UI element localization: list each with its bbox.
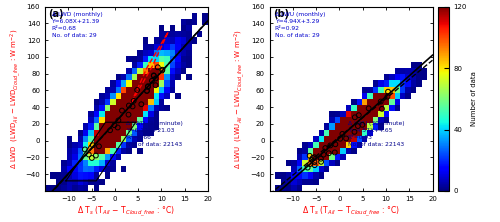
Point xyxy=(92,154,100,157)
Point xyxy=(130,99,138,103)
Point xyxy=(322,146,330,150)
Point xyxy=(118,109,126,112)
Point xyxy=(306,154,314,158)
Point xyxy=(133,88,141,92)
Point xyxy=(88,156,96,160)
Point xyxy=(378,107,386,111)
Point xyxy=(95,145,103,148)
Point xyxy=(143,89,151,93)
Point xyxy=(304,166,312,169)
Point xyxy=(158,69,166,72)
Point xyxy=(150,73,158,77)
Point xyxy=(384,95,392,98)
Y-axis label: $\Delta$ LWU  (LWU$_{All}$ $-$ LWU$_{Cloud\_free}$ : W m$^{-2}$): $\Delta$ LWU (LWU$_{All}$ $-$ LWU$_{Clou… xyxy=(233,29,248,168)
Point xyxy=(332,143,340,146)
Text: (a): (a) xyxy=(48,8,64,18)
Point xyxy=(309,156,317,160)
Point xyxy=(342,137,350,140)
Point xyxy=(128,105,136,108)
Text: (b): (b) xyxy=(273,8,289,18)
Point xyxy=(310,160,318,164)
Point xyxy=(114,119,122,122)
Point xyxy=(320,153,328,157)
Point xyxy=(158,68,166,71)
Point xyxy=(81,148,89,151)
Point xyxy=(355,113,363,117)
Point xyxy=(306,162,314,166)
Y-axis label: $\Delta$ LWD  (LWD$_{All}$ $-$ LWD$_{Cloud\_free}$ : W m$^{-2}$): $\Delta$ LWD (LWD$_{All}$ $-$ LWD$_{Clou… xyxy=(8,29,22,169)
Point xyxy=(325,151,333,155)
Point xyxy=(336,137,344,141)
Point xyxy=(376,100,384,103)
Y-axis label: Number of data: Number of data xyxy=(471,71,477,126)
Point xyxy=(351,115,359,119)
Point xyxy=(89,143,97,147)
Point xyxy=(148,79,156,83)
Text: Δ LWD (monthly)
Y=6.08X+21.39
R²=0.68
No. of data: 29: Δ LWD (monthly) Y=6.08X+21.39 R²=0.68 No… xyxy=(52,12,102,38)
Point xyxy=(310,163,318,167)
Point xyxy=(143,89,151,92)
Point xyxy=(317,157,325,161)
Point xyxy=(124,113,132,116)
Point xyxy=(152,77,160,80)
Text: Δ LWD (30-minute)
Y=6.12X+21.03
R²=0.66
No. of data: 22143: Δ LWD (30-minute) Y=6.12X+21.03 R²=0.66 … xyxy=(126,121,184,147)
Point xyxy=(358,123,366,127)
Point xyxy=(364,107,372,110)
Point xyxy=(338,132,346,136)
Point xyxy=(138,103,145,106)
Text: Δ LWU (monthly)
Y=4.94X+3.29
R²=0.92
No. of data: 29: Δ LWU (monthly) Y=4.94X+3.29 R²=0.92 No.… xyxy=(274,12,325,38)
Point xyxy=(144,85,152,89)
Point xyxy=(106,129,114,132)
Point xyxy=(150,74,158,78)
Point xyxy=(152,83,160,87)
Point xyxy=(310,155,318,159)
Point xyxy=(125,104,133,107)
Point xyxy=(354,124,362,128)
Point xyxy=(154,65,162,69)
Point xyxy=(350,130,358,134)
X-axis label: $\Delta$ T$_s$ (T$_{All}$ $-$ T$_{Cloud\_free}$ : °C): $\Delta$ T$_s$ (T$_{All}$ $-$ T$_{Cloud\… xyxy=(78,204,176,219)
Point xyxy=(317,160,325,164)
Point xyxy=(114,126,122,129)
Point xyxy=(144,84,152,88)
Point xyxy=(330,151,338,154)
Point xyxy=(384,90,392,93)
Point xyxy=(326,144,334,147)
Point xyxy=(85,153,93,156)
Point xyxy=(308,158,316,161)
Point xyxy=(110,123,118,127)
X-axis label: $\Delta$ T$_s$ (T$_{All}$ $-$ T$_{Cloud\_free}$ : °C): $\Delta$ T$_s$ (T$_{All}$ $-$ T$_{Cloud\… xyxy=(302,204,400,219)
Text: Δ LWU (30-minute)
Y=4.57X+4.65
R²=0.93
No. of data: 22143: Δ LWU (30-minute) Y=4.57X+4.65 R²=0.93 N… xyxy=(348,121,405,147)
